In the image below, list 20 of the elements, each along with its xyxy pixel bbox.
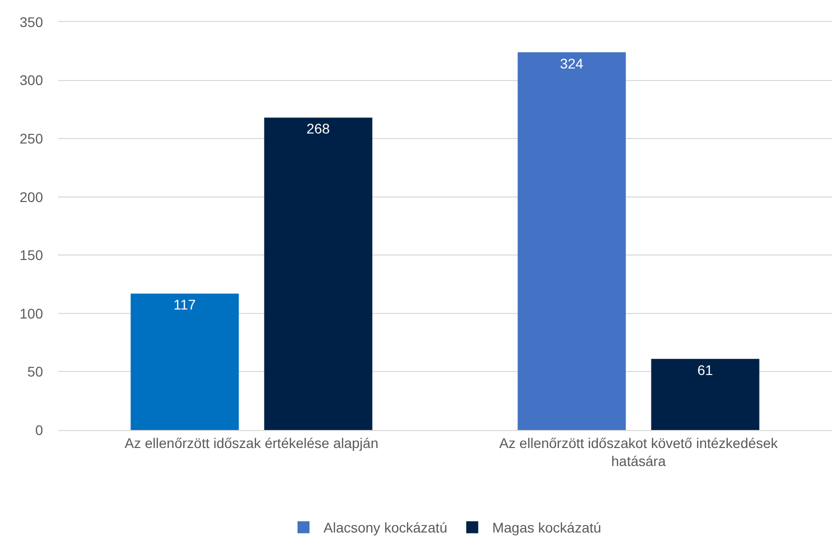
y-tick-label: 250 <box>20 130 44 146</box>
legend-label: Alacsony kockázatú <box>324 520 448 536</box>
y-tick-label: 50 <box>27 364 44 380</box>
data-label: 117 <box>173 296 196 313</box>
x-tick-label: Az ellenőrzött időszak értékelése alapján <box>124 434 378 451</box>
bar <box>518 52 626 430</box>
data-label: 61 <box>697 362 714 378</box>
y-tick-label: 300 <box>20 72 44 88</box>
y-tick-label: 0 <box>35 422 44 438</box>
bar <box>264 118 372 430</box>
x-tick-label: Az ellenőrzött időszakot követő intézkedések hatására <box>499 434 779 469</box>
y-tick-label: 100 <box>20 305 44 322</box>
bar <box>130 294 239 430</box>
y-tick-label: 350 <box>20 14 44 30</box>
bar <box>651 358 760 430</box>
y-tick-label: 200 <box>20 188 44 205</box>
data-label: 268 <box>306 120 330 137</box>
data-label: 324 <box>560 55 584 72</box>
legend-label: Magas kockázatú <box>492 520 602 536</box>
y-tick-label: 150 <box>20 247 44 264</box>
